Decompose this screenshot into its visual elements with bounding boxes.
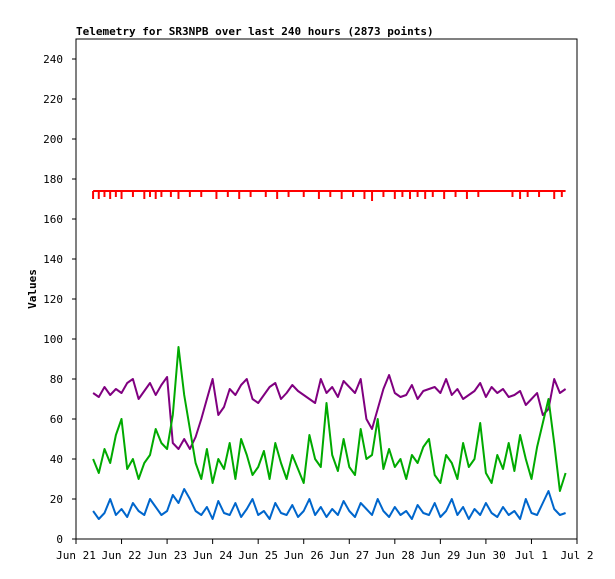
y-tick-label: 0 [56,533,63,546]
y-axis-label: Values [26,269,39,309]
y-tick-label: 60 [50,413,63,426]
y-tick-label: 40 [50,453,63,466]
x-tick-label: Jul 1 [515,549,548,562]
y-tick-label: 200 [43,133,63,146]
y-tick-label: 100 [43,333,63,346]
y-tick-label: 240 [43,53,63,66]
x-tick-label: Jun 29 [420,549,460,562]
x-tick-label: Jun 27 [329,549,369,562]
y-tick-label: 120 [43,293,63,306]
chart-title: Telemetry for SR3NPB over last 240 hours… [76,25,434,38]
y-tick-label: 220 [43,93,63,106]
y-tick-label: 80 [50,373,63,386]
y-axis-ticks: 0 20 40 60 80 100 120 140 160 180 200 220 240 [43,53,76,546]
x-tick-label: Jun 25 [238,549,278,562]
y-tick-label: 160 [43,213,63,226]
x-tick-label: Jun 28 [375,549,415,562]
series-layer [92,190,567,520]
x-tick-label: Jun 24 [193,549,233,562]
y-tick-label: 20 [50,493,63,506]
x-tick-label: Jun 23 [147,549,187,562]
x-tick-label: Jun 26 [284,549,324,562]
y-tick-label: 180 [43,173,63,186]
x-axis-ticks: Jun 21 Jun 22 Jun 23 Jun 24 Jun 25 Jun 26 Jun … [56,539,594,562]
plot-area [75,38,578,540]
series-line-3 [92,346,567,492]
x-tick-label: Jun 21 [56,549,96,562]
x-tick-label: Jun 22 [102,549,142,562]
y-tick-label: 140 [43,253,63,266]
x-tick-label: Jul 2 [560,549,593,562]
series-line-2 [92,374,567,450]
x-tick-label: Jun 30 [466,549,506,562]
series-line-4 [92,488,566,520]
